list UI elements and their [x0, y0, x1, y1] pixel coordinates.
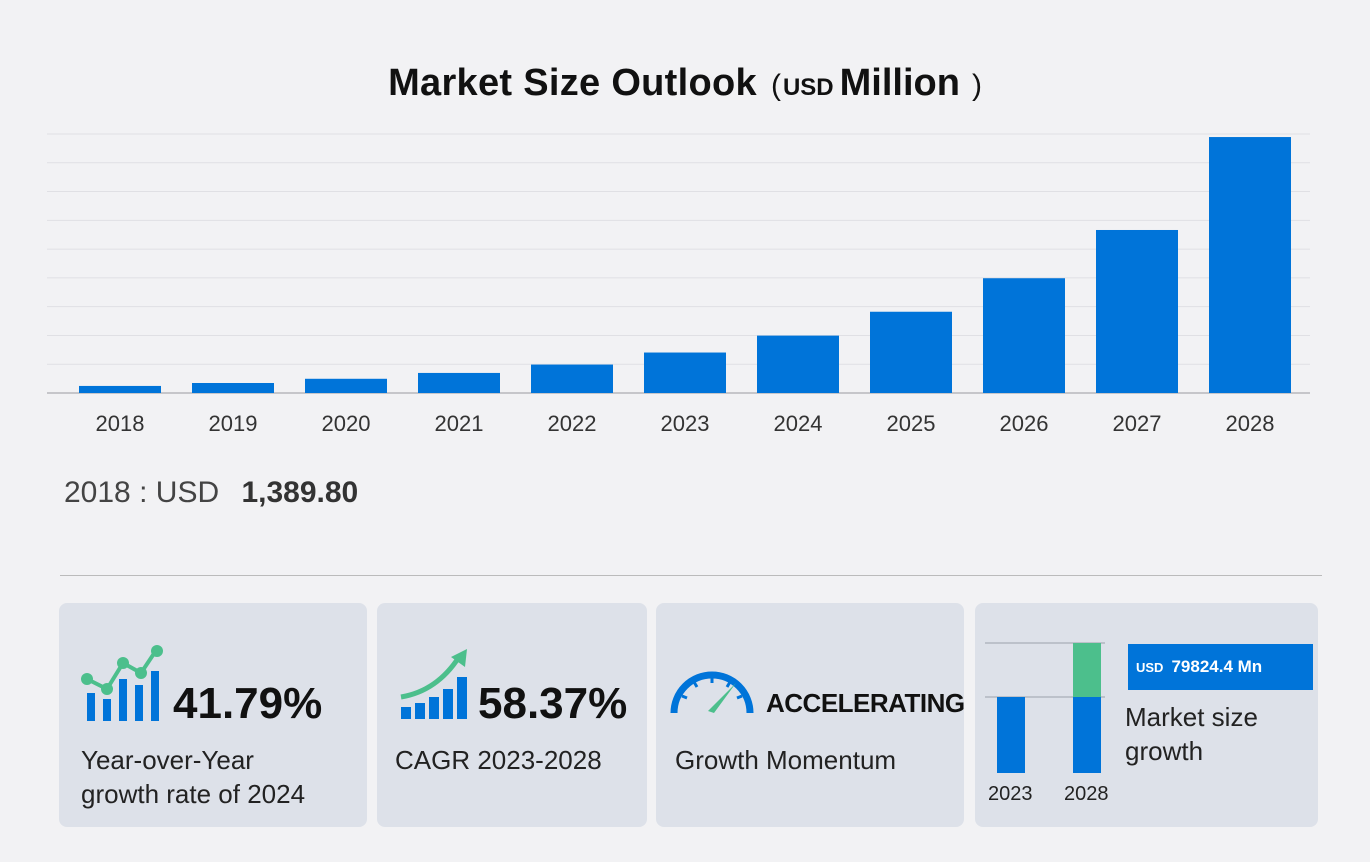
x-tick-label-2022: 2022: [548, 411, 597, 436]
bar-chart: 2018 2019 2020 2021 2022 2023 2024 2025 2026 2027…: [47, 133, 1310, 436]
growth-card: USD 79824.4 Mn Market size growth 2023 2…: [975, 603, 1318, 827]
mini-bar-start: [997, 697, 1025, 773]
x-tick-label-2024: 2024: [774, 411, 823, 436]
trend-bars-icon: [400, 649, 467, 719]
base-value: 1,389.80: [241, 476, 359, 509]
base-value-row: 2018 : USD 1,389.80: [64, 476, 358, 510]
momentum-label: Growth Momentum: [675, 745, 897, 775]
growth-label-line1: Market size: [1125, 702, 1258, 732]
bar-2025: [870, 311, 952, 393]
title-open-paren: (: [770, 69, 781, 102]
bar-2024: [757, 335, 839, 393]
growth-label-line2: growth: [1125, 736, 1204, 766]
mini-growth-chart: [985, 642, 1105, 773]
yoy-card: 41.79% Year-over-Year growth rate of 202…: [59, 603, 367, 827]
cagr-value: 58.37%: [478, 679, 628, 728]
mini-bar-end-increment: [1073, 643, 1101, 697]
speedometer-icon: [670, 671, 754, 714]
title-close-paren: ): [971, 69, 982, 102]
chart-title: Market Size Outlook (USD Million): [0, 62, 1370, 105]
cagr-card: 58.37% CAGR 2023-2028: [377, 603, 647, 827]
bar-2021: [418, 372, 500, 393]
title-unit: Million: [839, 62, 960, 104]
growth-label: Market size growth: [1125, 700, 1310, 768]
x-tick-label-2020: 2020: [322, 411, 371, 436]
bar-2027: [1096, 229, 1178, 393]
growth-badge: USD 79824.4 Mn: [1128, 644, 1313, 690]
base-year: 2018: [64, 476, 131, 509]
x-tick-label-2027: 2027: [1113, 411, 1162, 436]
x-tick-label-2028: 2028: [1226, 411, 1275, 436]
badge-currency: USD: [1136, 659, 1164, 675]
yoy-value: 41.79%: [173, 679, 323, 728]
section-divider: [60, 575, 1322, 576]
x-tick-label-2021: 2021: [435, 411, 484, 436]
x-tick-label-2023: 2023: [661, 411, 710, 436]
bar-2020: [305, 378, 387, 393]
bar-2018: [79, 385, 161, 393]
base-currency: USD: [155, 476, 220, 509]
bar-2023: [644, 352, 726, 393]
bar-2019: [192, 382, 274, 393]
mini-bar-end-base: [1073, 697, 1101, 773]
badge-value: 79824.4 Mn: [1171, 657, 1263, 676]
x-tick-label-2026: 2026: [1000, 411, 1049, 436]
cagr-label: CAGR 2023-2028: [395, 745, 602, 775]
mini-year-end: 2028: [1064, 783, 1109, 805]
mini-year-start: 2023: [988, 783, 1033, 805]
base-separator: :: [139, 476, 148, 509]
bar-2028: [1209, 137, 1291, 393]
growth-chart-icon: [81, 645, 163, 721]
momentum-value: ACCELERATING: [766, 688, 965, 718]
yoy-label-line1: Year-over-Year: [81, 745, 254, 775]
title-main: Market Size Outlook: [388, 62, 757, 104]
x-tick-label-2018: 2018: [96, 411, 145, 436]
x-tick-label-2025: 2025: [887, 411, 936, 436]
bar-2022: [531, 364, 613, 393]
title-currency: USD: [782, 74, 834, 101]
bar-2026: [983, 278, 1065, 393]
momentum-card: ACCELERATING Growth Momentum: [656, 603, 965, 827]
yoy-label-line2: growth rate of 2024: [81, 779, 306, 809]
x-tick-label-2019: 2019: [209, 411, 258, 436]
